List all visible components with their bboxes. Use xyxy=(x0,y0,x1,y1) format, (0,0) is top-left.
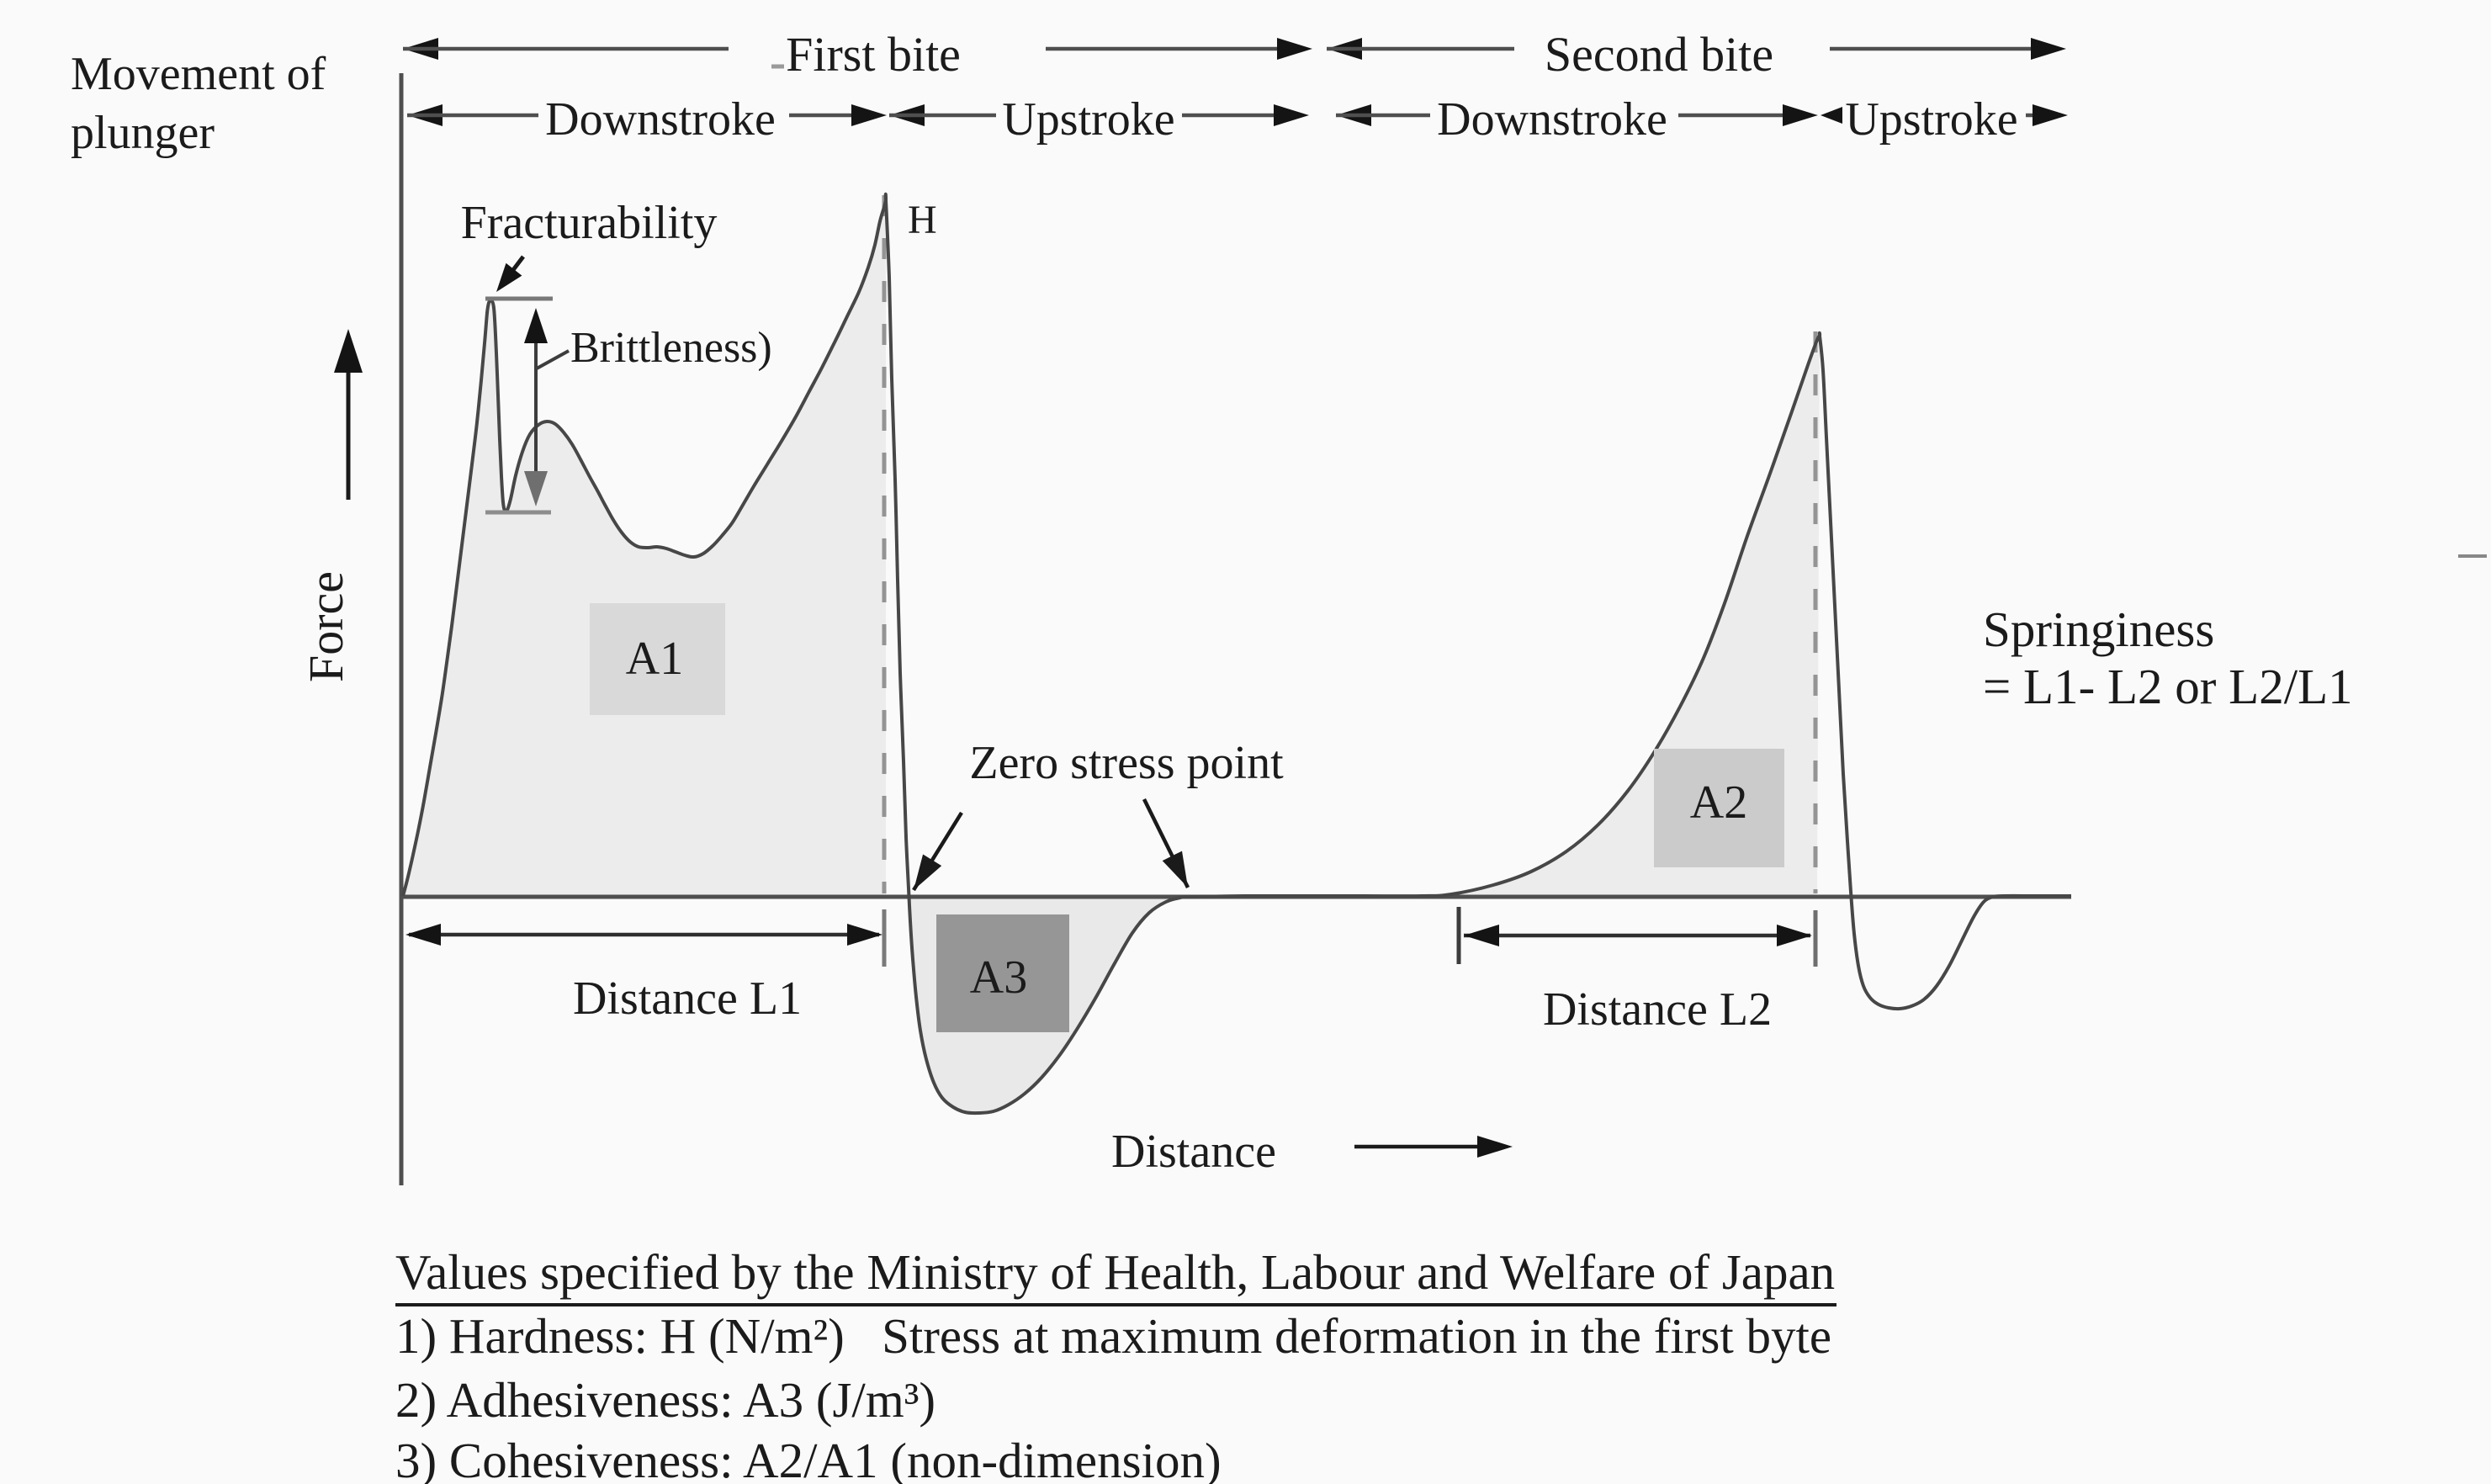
svg-text:2) Adhesiveness: A3 (J/m³): 2) Adhesiveness: A3 (J/m³) xyxy=(395,1372,935,1428)
svg-text:Fracturability: Fracturability xyxy=(461,197,718,249)
svg-text:Downstroke: Downstroke xyxy=(1437,93,1667,146)
svg-text:Downstroke: Downstroke xyxy=(545,93,776,146)
svg-text:Distance: Distance xyxy=(1111,1126,1276,1178)
svg-text:Upstroke: Upstroke xyxy=(1002,93,1174,146)
svg-text:Movement of: Movement of xyxy=(71,48,326,100)
svg-text:Force: Force xyxy=(299,571,353,682)
svg-text:Distance L2: Distance L2 xyxy=(1543,983,1772,1036)
svg-text:Brittleness): Brittleness) xyxy=(570,324,772,372)
svg-text:plunger: plunger xyxy=(71,107,215,159)
svg-text:A1: A1 xyxy=(626,633,683,685)
svg-text:Zero stress point: Zero stress point xyxy=(969,737,1284,789)
svg-text:3) Cohesiveness: A2/A1 (non-di: 3) Cohesiveness: A2/A1 (non-dimension) xyxy=(395,1433,1222,1484)
svg-text:First bite: First bite xyxy=(786,27,961,82)
svg-text:Distance L1: Distance L1 xyxy=(573,973,802,1025)
svg-text:1) Hardness: H (N/m²) Stress: 1) Hardness: H (N/m²) Stress at maximum … xyxy=(395,1308,1831,1364)
svg-text:Springiness: Springiness xyxy=(1983,602,2214,657)
svg-text:A2: A2 xyxy=(1690,776,1747,829)
svg-text:H: H xyxy=(908,198,937,242)
svg-text:Second bite: Second bite xyxy=(1545,27,1773,82)
svg-text:= L1- L2 or L2/L1: = L1- L2 or L2/L1 xyxy=(1983,659,2353,714)
svg-text:Values specified by the Minist: Values specified by the Ministry of Heal… xyxy=(395,1244,1835,1300)
svg-text:Upstroke: Upstroke xyxy=(1845,93,2017,146)
svg-text:A3: A3 xyxy=(970,951,1027,1004)
